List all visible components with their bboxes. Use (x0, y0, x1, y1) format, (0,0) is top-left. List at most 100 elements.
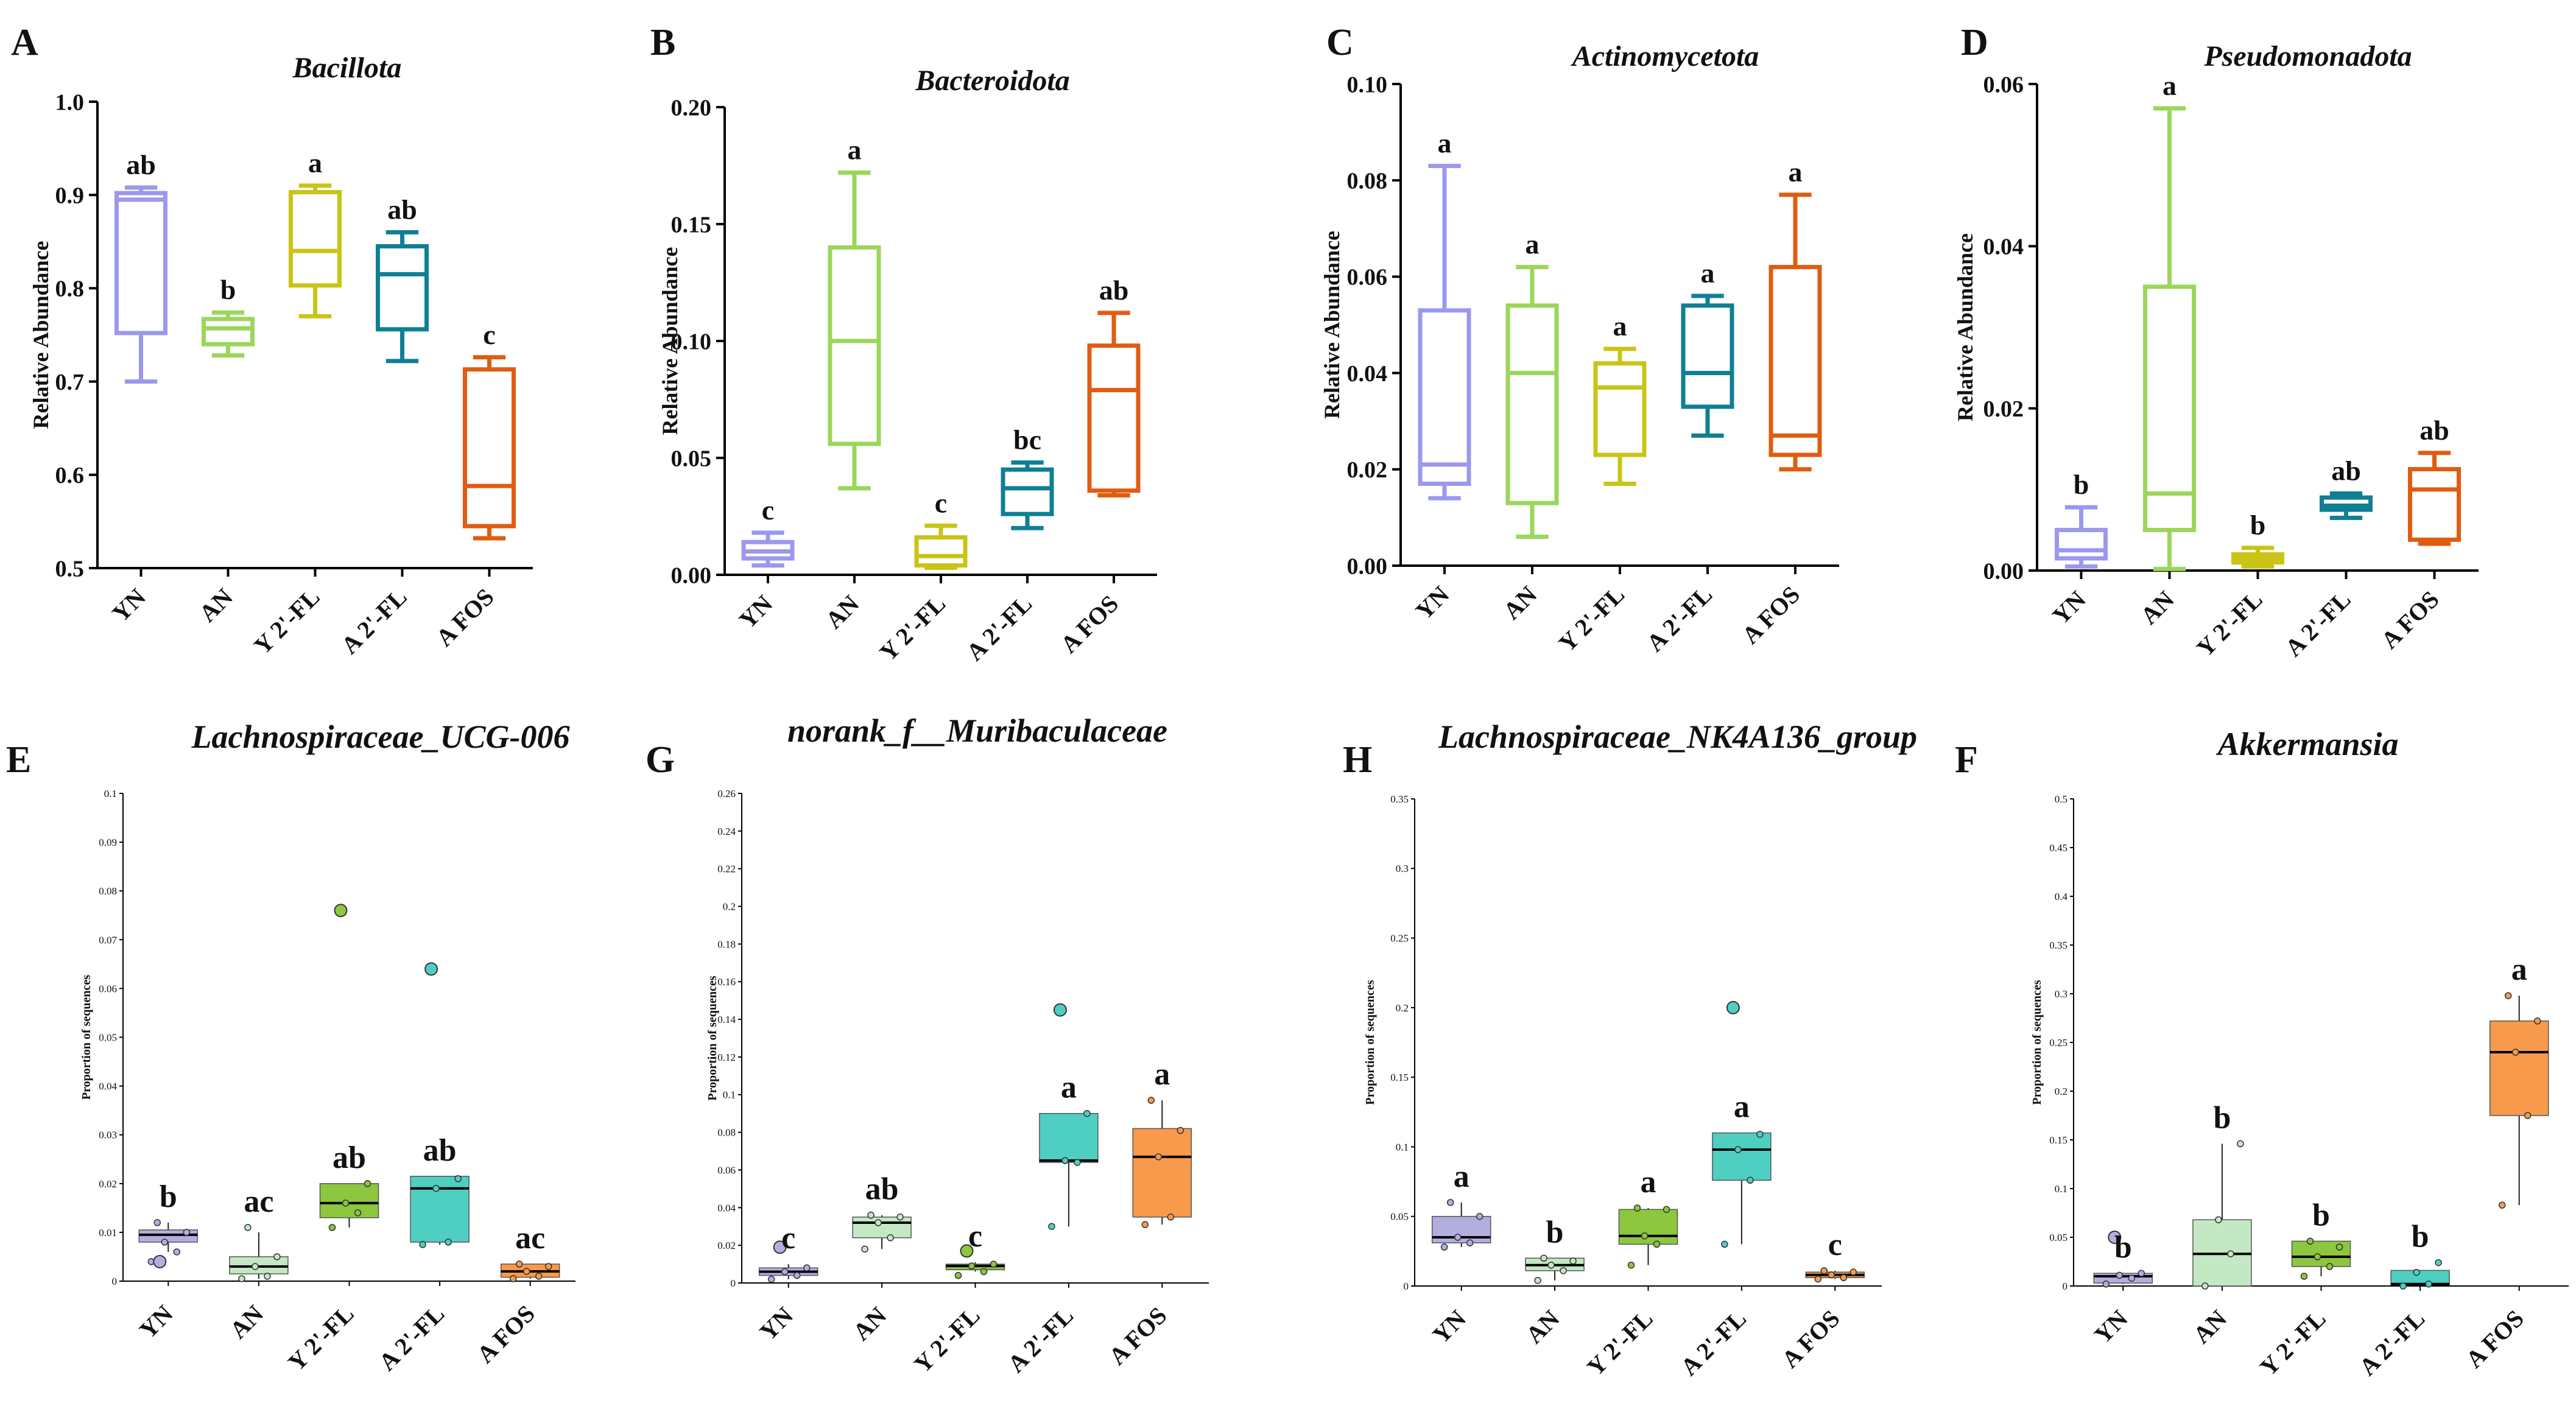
y-tick-label: 0 (731, 1277, 736, 1289)
y-tick-label: 0.06 (1347, 265, 1388, 290)
box-a-fos: a (2489, 952, 2549, 1209)
y-tick-label: 0.04 (99, 1081, 117, 1092)
data-point (173, 1248, 181, 1256)
box-iqr (289, 190, 342, 288)
data-point (2138, 1270, 2145, 1277)
significance-label: bc (1013, 424, 1041, 455)
y-axis-label: Relative Abundance (29, 241, 53, 429)
y-tick-label: 0.02 (1983, 396, 2024, 422)
box-a-fos: ab (1087, 275, 1141, 497)
significance-label: a (1526, 229, 1540, 260)
box-a-fos: a (1768, 156, 1822, 472)
y-tick-label: 0.1 (104, 788, 117, 799)
data-point (1840, 1274, 1848, 1282)
x-tick-label: A 2'-FL (1002, 1301, 1079, 1377)
x-tick-label: A FOS (2460, 1304, 2529, 1373)
significance-label: b (1546, 1215, 1564, 1249)
panel-title: Akkermansia (2215, 726, 2398, 762)
data-point (1828, 1271, 1835, 1279)
data-point (793, 1271, 801, 1279)
x-tick-label: Y 2'-FL (874, 589, 951, 666)
data-point (2116, 1271, 2124, 1279)
x-tick-label: YN (1410, 580, 1455, 625)
y-tick-label: 0.05 (1390, 1211, 1409, 1223)
box-iqr (1712, 1132, 1772, 1181)
significance-label: b (220, 274, 236, 305)
data-point (523, 1268, 530, 1275)
x-tick-label: A FOS (471, 1299, 540, 1368)
data-point (2399, 1282, 2407, 1290)
data-point (354, 1209, 362, 1217)
box-iqr (1618, 1209, 1678, 1245)
y-tick-label: 0.9 (55, 183, 85, 209)
y-tick-label: 0.15 (2049, 1134, 2067, 1146)
panel-A: A Bacillota Relative Abundance 0.5 0.6 0.7 0.8… (11, 22, 533, 659)
y-tick-label: 0.08 (1347, 169, 1388, 194)
outlier-point (334, 904, 348, 918)
significance-label: b (2213, 1100, 2231, 1135)
y-tick-label: 0.05 (99, 1031, 117, 1043)
box-yn: c (741, 494, 795, 568)
x-tick-label: A FOS (1736, 580, 1805, 649)
y-tick-label: 0.8 (55, 276, 85, 302)
x-tick-label: YN (1427, 1304, 1471, 1349)
data-point (273, 1253, 281, 1260)
box-yn: a (1418, 127, 1471, 501)
significance-label: a (1701, 258, 1715, 289)
y-tick-label: 0.25 (2049, 1037, 2067, 1049)
box-iqr (1681, 303, 1734, 409)
y-tick-label: 0.12 (717, 1052, 736, 1063)
y-tick-label: 0.35 (1390, 793, 1409, 805)
data-point (1849, 1268, 1857, 1276)
y-tick-label: 0.5 (55, 556, 85, 582)
y-tick-label: 0.05 (671, 446, 712, 471)
box-iqr (2408, 467, 2461, 542)
data-point (767, 1276, 775, 1283)
box-iqr (229, 1256, 289, 1274)
data-point (1641, 1232, 1649, 1240)
x-tick-label: A 2'-FL (1641, 580, 1717, 656)
y-tick-label: 0.1 (2055, 1183, 2067, 1195)
significance-label: c (935, 487, 947, 518)
significance-label: ab (2331, 455, 2361, 486)
data-point (515, 1260, 523, 1268)
data-point (954, 1271, 962, 1279)
data-point (980, 1268, 988, 1276)
significance-label: a (848, 135, 862, 166)
data-point (1074, 1159, 1081, 1166)
y-tick-label: 0.1 (1396, 1141, 1409, 1153)
data-point (2335, 1243, 2343, 1251)
y-tick-label: 0.08 (717, 1127, 736, 1139)
data-point (432, 1185, 440, 1192)
y-tick-label: 0.06 (1983, 72, 2024, 97)
panel-label: D (1961, 22, 1988, 63)
significance-label: c (762, 494, 774, 525)
data-point (1547, 1261, 1555, 1269)
y-axis-label: Proportion of sequences (2030, 980, 2044, 1105)
significance-label: c (968, 1219, 982, 1254)
data-point (1633, 1204, 1641, 1212)
y-tick-label: 0.02 (99, 1178, 117, 1190)
box-yn: b (138, 1179, 199, 1268)
panel-label: B (650, 22, 675, 63)
significance-label: b (2114, 1230, 2132, 1265)
significance-label: ab (423, 1133, 457, 1168)
panel-title: Bacillota (292, 52, 402, 84)
significance-label: b (2074, 469, 2089, 500)
x-tick-label: YN (134, 1299, 178, 1344)
data-point (1560, 1267, 1567, 1274)
significance-label: ab (333, 1140, 366, 1175)
box-iqr (376, 244, 429, 332)
significance-label: a (1734, 1090, 1750, 1125)
box-iqr (828, 245, 881, 446)
box-iqr (914, 535, 968, 568)
box-y-2-fl: a (1618, 1165, 1678, 1269)
panel-title: norank_f__Muribaculaceae (787, 712, 1167, 749)
box-a-2-fl: a (1039, 1003, 1099, 1230)
y-tick-label: 0.08 (99, 885, 117, 897)
significance-label: c (483, 319, 495, 350)
x-tick-label: A 2'-FL (2354, 1304, 2430, 1380)
box-a-fos: ac (500, 1221, 560, 1282)
data-point (2201, 1282, 2209, 1290)
data-point (1141, 1221, 1149, 1228)
